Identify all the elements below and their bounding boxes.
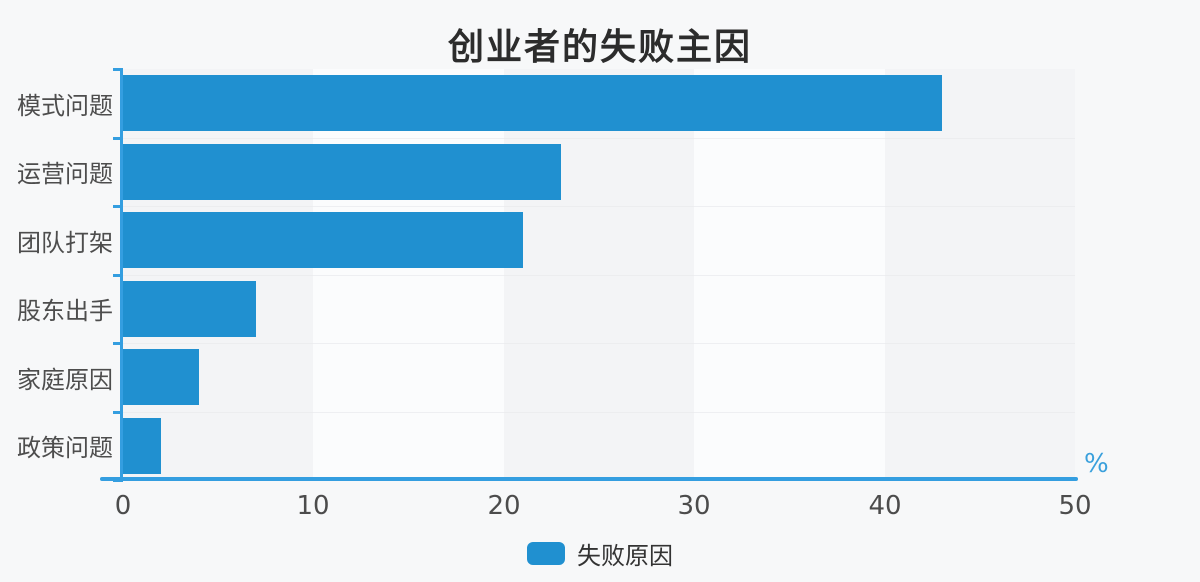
y-axis-tick [113, 342, 123, 345]
split-band [884, 69, 1075, 480]
category-label: 股东出手 [17, 297, 113, 326]
y-axis-tick [113, 205, 123, 208]
x-tick-label: 40 [868, 491, 902, 521]
x-axis-line [100, 477, 1078, 481]
category-label: 模式问题 [17, 91, 113, 120]
legend-label[interactable]: 失败原因 [577, 542, 673, 570]
bar-股东出手[interactable] [123, 281, 256, 337]
category-label: 家庭原因 [17, 365, 113, 394]
category-label: 政策问题 [17, 434, 113, 463]
bar-运营问题[interactable] [123, 144, 561, 200]
x-tick-label: 30 [677, 491, 711, 521]
split-band [694, 69, 885, 480]
x-tick-label: 20 [487, 491, 521, 521]
plot-area [123, 69, 1075, 480]
category-label: 运营问题 [17, 160, 113, 189]
y-axis-tick [113, 137, 123, 140]
category-label: 团队打架 [17, 228, 113, 257]
y-axis-tick [113, 274, 123, 277]
x-axis-tick-labels: 0 10 20 30 40 50 [0, 491, 1200, 525]
x-tick-label: 10 [296, 491, 330, 521]
bar-家庭原因[interactable] [123, 349, 199, 405]
bar-模式问题[interactable] [123, 75, 942, 131]
category-split-line [123, 206, 1075, 207]
y-axis-labels: 模式问题运营问题团队打架股东出手家庭原因政策问题 [0, 69, 113, 480]
split-band [313, 69, 504, 480]
split-band [503, 69, 695, 480]
bar-政策问题[interactable] [123, 418, 161, 474]
split-band [123, 69, 314, 480]
category-split-line [123, 275, 1075, 276]
legend[interactable]: 失败原因 [0, 536, 1200, 571]
category-split-line [123, 412, 1075, 413]
x-tick-label: 0 [114, 491, 132, 521]
legend-swatch-icon[interactable] [527, 542, 565, 565]
category-split-line [123, 343, 1075, 344]
y-axis-tick [113, 411, 123, 414]
y-axis-tick [113, 68, 123, 71]
x-tick-label: 50 [1058, 491, 1092, 521]
bar-团队打架[interactable] [123, 212, 523, 268]
x-axis-unit-label: % [1084, 449, 1109, 479]
chart-title: 创业者的失败主因 [447, 27, 752, 68]
category-split-line [123, 138, 1075, 139]
